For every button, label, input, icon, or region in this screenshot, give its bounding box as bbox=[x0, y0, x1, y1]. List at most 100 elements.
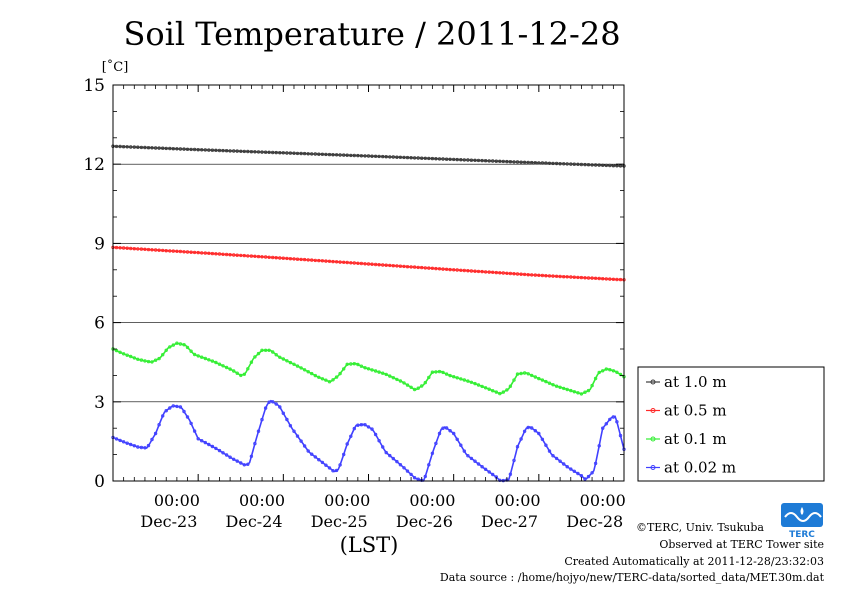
data-point bbox=[139, 145, 144, 150]
data-point bbox=[121, 352, 126, 356]
data-point bbox=[562, 386, 566, 391]
data-point bbox=[423, 266, 427, 270]
data-point bbox=[558, 161, 562, 166]
data-point bbox=[164, 348, 168, 352]
data-point bbox=[412, 476, 417, 480]
legend-swatch-marker bbox=[650, 465, 656, 470]
data-point bbox=[455, 437, 459, 441]
data-point bbox=[586, 162, 591, 167]
data-point bbox=[533, 375, 537, 379]
data-point bbox=[608, 417, 612, 422]
data-point bbox=[441, 267, 445, 271]
data-point bbox=[537, 273, 541, 277]
data-point bbox=[263, 348, 268, 352]
data-point bbox=[469, 269, 474, 273]
data-point bbox=[441, 370, 445, 375]
data-point bbox=[604, 277, 608, 281]
data-point bbox=[345, 442, 349, 446]
data-point bbox=[274, 402, 278, 406]
data-point bbox=[331, 259, 335, 264]
data-point bbox=[565, 162, 569, 166]
data-point bbox=[224, 365, 229, 370]
data-point bbox=[480, 158, 484, 163]
data-point bbox=[153, 358, 158, 362]
data-point bbox=[146, 247, 151, 252]
data-point bbox=[327, 466, 332, 470]
data-point bbox=[558, 274, 562, 279]
data-point bbox=[278, 405, 282, 409]
data-point bbox=[370, 154, 374, 158]
data-point bbox=[508, 271, 513, 276]
data-point bbox=[384, 263, 388, 267]
data-point bbox=[512, 458, 516, 463]
x-tick-date-label: Dec-25 bbox=[311, 512, 368, 531]
data-point bbox=[331, 152, 335, 157]
data-point bbox=[377, 263, 381, 267]
data-point bbox=[334, 153, 339, 157]
data-point bbox=[405, 265, 410, 269]
data-point bbox=[373, 262, 378, 267]
data-point bbox=[370, 368, 374, 372]
data-point bbox=[306, 370, 310, 374]
data-point bbox=[345, 362, 349, 366]
data-point bbox=[423, 474, 427, 479]
data-point bbox=[182, 409, 186, 414]
data-point bbox=[150, 248, 154, 252]
data-point bbox=[168, 406, 172, 410]
x-tick-date-label: Dec-24 bbox=[226, 512, 283, 531]
data-point bbox=[455, 268, 459, 272]
data-point bbox=[125, 441, 129, 445]
data-point bbox=[505, 159, 509, 164]
credit-observed: Observed at TERC Tower site bbox=[659, 538, 824, 551]
data-point bbox=[398, 264, 403, 268]
data-point bbox=[217, 252, 222, 256]
data-point bbox=[128, 145, 133, 149]
data-point bbox=[196, 250, 200, 255]
data-point bbox=[182, 147, 186, 151]
data-point bbox=[469, 456, 474, 461]
data-point bbox=[597, 163, 601, 167]
data-point bbox=[391, 376, 395, 380]
data-point bbox=[615, 420, 619, 424]
data-point bbox=[285, 417, 289, 422]
data-point bbox=[295, 364, 300, 368]
data-point bbox=[452, 268, 456, 272]
data-point bbox=[530, 426, 534, 430]
data-point bbox=[235, 253, 239, 257]
data-point bbox=[427, 463, 431, 467]
logo-text: TERC bbox=[789, 530, 815, 540]
data-point bbox=[416, 386, 420, 390]
data-point bbox=[618, 433, 623, 438]
data-point bbox=[586, 276, 591, 280]
data-point bbox=[171, 343, 175, 347]
data-point bbox=[192, 250, 197, 255]
data-point bbox=[267, 255, 271, 259]
data-point bbox=[423, 156, 427, 160]
data-point bbox=[537, 431, 541, 436]
data-point bbox=[487, 470, 491, 474]
data-point bbox=[160, 414, 165, 418]
data-point bbox=[547, 381, 552, 385]
data-point bbox=[494, 159, 498, 163]
chart-title: Soil Temperature / 2011-12-28 bbox=[123, 15, 621, 53]
data-point bbox=[310, 258, 314, 262]
data-point bbox=[452, 375, 456, 379]
data-point bbox=[210, 444, 215, 449]
data-point bbox=[299, 439, 303, 443]
data-point bbox=[168, 345, 172, 349]
data-point bbox=[590, 163, 594, 167]
data-point bbox=[256, 254, 261, 259]
data-point bbox=[263, 406, 268, 410]
data-point bbox=[260, 348, 264, 352]
data-point bbox=[246, 462, 250, 466]
data-point bbox=[342, 367, 346, 371]
data-point bbox=[512, 378, 516, 382]
data-point bbox=[491, 472, 495, 477]
data-point bbox=[302, 444, 307, 448]
data-point bbox=[466, 454, 470, 458]
data-point bbox=[228, 252, 232, 257]
data-point bbox=[526, 372, 530, 376]
data-point bbox=[349, 434, 353, 438]
data-point bbox=[359, 261, 364, 266]
data-point bbox=[547, 449, 552, 453]
